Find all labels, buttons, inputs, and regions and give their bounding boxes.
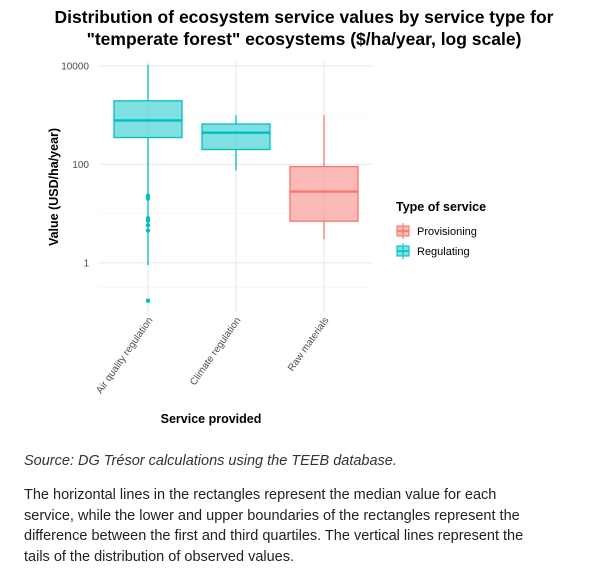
outlier-point (145, 193, 151, 198)
note-line-3: difference between the first and third q… (24, 528, 524, 544)
x-axis-title: Service provided (161, 412, 262, 426)
note-line-2: service, while the lower and upper bound… (24, 507, 520, 524)
box-plot-chart: 1 100 10000 Value (USD/ha/year) Air quality … (47, 61, 486, 426)
y-tick-label-1: 100 (72, 160, 89, 171)
chart-title: Distribution of ecosystem service values… (0, 6, 608, 50)
y-tick-label-0: 1 (83, 258, 89, 269)
outlier-point (145, 223, 151, 228)
legend-label-regulating: Regulating (417, 246, 470, 258)
outlier-point (145, 228, 151, 233)
iqr-box (289, 165, 359, 222)
outlier-point (145, 298, 151, 303)
legend-key-provisioning (396, 223, 410, 239)
iqr-box (201, 123, 271, 151)
y-axis-title: Value (USD/ha/year) (47, 128, 61, 246)
box-1 (113, 64, 183, 303)
legend: Type of service Provisioning Regulating (396, 200, 486, 259)
outlier-point (145, 216, 151, 221)
legend-title: Type of service (396, 200, 486, 214)
legend-key-regulating (396, 243, 410, 259)
chart-title-line-2: "temperate forest" ecosystems ($/ha/year… (86, 29, 522, 49)
explanatory-note: The horizontal lines in the rectangles r… (24, 485, 599, 567)
x-tick-label-2: Climate regulation (188, 315, 243, 387)
note-line-1: The horizontal lines in the rectangles r… (24, 487, 497, 503)
legend-label-provisioning: Provisioning (417, 226, 477, 238)
box-2 (201, 115, 271, 171)
box-3 (289, 115, 359, 240)
note-line-4: tails of the distribution of observed va… (24, 548, 295, 565)
x-tick-label-1: Air quality regulation (94, 315, 155, 396)
y-tick-label-2: 10000 (61, 61, 89, 72)
chart-title-line-1: Distribution of ecosystem service values… (54, 7, 554, 27)
source-note: Source: DG Trésor calculations using the… (24, 453, 397, 469)
x-tick-label-3: Raw materials (286, 315, 331, 373)
iqr-box (113, 100, 183, 139)
